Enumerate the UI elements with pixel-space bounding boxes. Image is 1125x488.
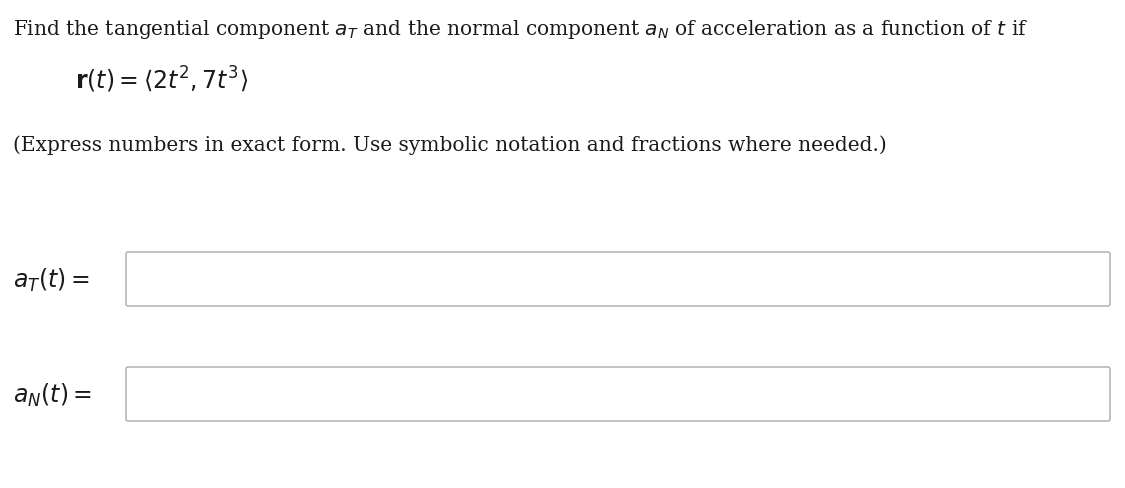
Text: (Express numbers in exact form. Use symbolic notation and fractions where needed: (Express numbers in exact form. Use symb…: [14, 135, 886, 154]
Text: $\mathbf{r}(t) = \left\langle 2t^2, 7t^3\right\rangle$: $\mathbf{r}(t) = \left\langle 2t^2, 7t^3…: [75, 65, 249, 95]
FancyBboxPatch shape: [126, 252, 1110, 306]
Text: $a_N(t) =$: $a_N(t) =$: [14, 381, 92, 408]
Text: $a_T(t) =$: $a_T(t) =$: [14, 266, 90, 293]
FancyBboxPatch shape: [126, 367, 1110, 421]
Text: Find the tangential component $a_T$ and the normal component $a_N$ of accelerati: Find the tangential component $a_T$ and …: [14, 18, 1028, 41]
